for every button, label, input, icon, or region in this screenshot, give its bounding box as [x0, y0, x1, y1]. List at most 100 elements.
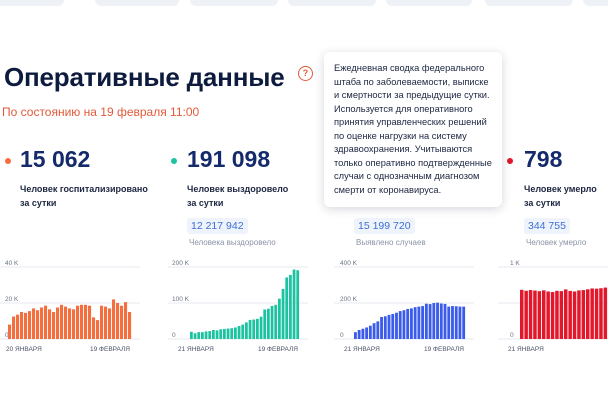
chart-bar[interactable] — [406, 308, 410, 339]
chart-bar[interactable] — [599, 288, 603, 339]
chart-bar[interactable] — [12, 316, 16, 340]
chart-bar[interactable] — [436, 302, 439, 339]
chart-bar[interactable] — [365, 327, 369, 339]
chart-bar[interactable] — [542, 290, 546, 339]
chart-bar[interactable] — [289, 274, 292, 339]
chart-bar[interactable] — [80, 304, 84, 339]
chart-bar[interactable] — [92, 317, 96, 339]
chart-bar[interactable] — [524, 290, 528, 339]
chart-bar[interactable] — [568, 290, 572, 339]
chart-bar[interactable] — [278, 298, 281, 339]
chart-bar[interactable] — [533, 290, 537, 339]
chart-bar[interactable] — [603, 287, 608, 339]
chart-bar[interactable] — [219, 329, 223, 339]
chart-bar[interactable] — [361, 328, 365, 339]
chart-bar[interactable] — [128, 312, 132, 339]
chart-bar[interactable] — [380, 317, 383, 339]
chart-bar[interactable] — [590, 288, 594, 339]
chart-bar[interactable] — [245, 322, 248, 339]
chart-bar[interactable] — [439, 303, 443, 339]
chart-bar[interactable] — [40, 307, 44, 340]
chart-bar[interactable] — [241, 324, 245, 339]
chart-bar[interactable] — [28, 311, 32, 339]
chart-bar[interactable] — [226, 328, 230, 339]
nav-tab[interactable] — [190, 0, 278, 6]
chart-bar[interactable] — [56, 307, 60, 340]
chart-bar[interactable] — [564, 289, 568, 339]
chart-bar[interactable] — [274, 304, 278, 339]
chart-bar[interactable] — [281, 288, 285, 339]
chart-bar[interactable] — [259, 316, 263, 339]
chart-bar[interactable] — [8, 324, 12, 339]
chart-bar[interactable] — [256, 318, 259, 339]
chart-bar[interactable] — [223, 328, 226, 339]
chart-bar[interactable] — [263, 309, 267, 339]
nav-tab[interactable] — [0, 0, 64, 6]
chart-bar[interactable] — [270, 305, 274, 339]
chart-bar[interactable] — [383, 316, 387, 339]
chart-bar[interactable] — [120, 305, 124, 339]
chart-bar[interactable] — [116, 303, 120, 339]
nav-tab[interactable] — [386, 0, 472, 6]
chart-bar[interactable] — [32, 308, 36, 339]
chart-bar[interactable] — [447, 306, 451, 339]
chart-bar[interactable] — [36, 310, 40, 339]
nav-tab[interactable] — [288, 0, 376, 6]
chart-bar[interactable] — [234, 327, 237, 339]
chart-bar[interactable] — [204, 331, 208, 339]
chart-bar[interactable] — [376, 321, 380, 339]
chart-bar[interactable] — [76, 305, 80, 339]
chart-bar[interactable] — [387, 314, 391, 339]
chart-bar[interactable] — [572, 291, 577, 339]
chart-bar[interactable] — [368, 325, 372, 339]
chart-bar[interactable] — [417, 306, 421, 339]
chart-bar[interactable] — [520, 289, 524, 339]
chart-bar[interactable] — [215, 330, 219, 339]
chart-bar[interactable] — [16, 314, 20, 339]
chart-bar[interactable] — [594, 288, 599, 339]
chart-bar[interactable] — [72, 309, 76, 339]
chart-bar[interactable] — [124, 302, 128, 339]
chart-bar[interactable] — [395, 312, 398, 339]
chart-bar[interactable] — [451, 306, 454, 339]
chart-bar[interactable] — [52, 312, 56, 339]
nav-tab[interactable] — [485, 0, 573, 6]
chart-bar[interactable] — [555, 290, 559, 339]
chart-bar[interactable] — [413, 307, 417, 339]
chart-bar[interactable] — [248, 319, 252, 339]
chart-bar[interactable] — [432, 303, 436, 339]
chart-bar[interactable] — [68, 308, 72, 339]
chart-bar[interactable] — [252, 319, 256, 339]
chart-bar[interactable] — [104, 306, 108, 339]
chart-bar[interactable] — [267, 308, 270, 339]
chart-bar[interactable] — [84, 304, 88, 339]
chart-bar[interactable] — [424, 303, 428, 339]
chart-bar[interactable] — [112, 299, 116, 339]
chart-bar[interactable] — [190, 331, 193, 339]
help-icon[interactable]: ? — [298, 66, 313, 81]
nav-tab[interactable] — [583, 0, 608, 6]
chart-bar[interactable] — [528, 290, 533, 339]
chart-bar[interactable] — [237, 326, 241, 339]
chart-bar[interactable] — [559, 291, 564, 339]
chart-bar[interactable] — [100, 305, 104, 339]
chart-bar[interactable] — [443, 303, 447, 339]
chart-bar[interactable] — [296, 270, 300, 339]
chart-bar[interactable] — [421, 306, 425, 339]
chart-bar[interactable] — [402, 310, 406, 339]
chart-bar[interactable] — [586, 289, 590, 339]
chart-bar[interactable] — [428, 304, 432, 339]
chart-bar[interactable] — [44, 305, 48, 339]
chart-bar[interactable] — [96, 320, 100, 339]
nav-tab[interactable] — [95, 0, 179, 6]
chart-bar[interactable] — [454, 306, 458, 339]
chart-bar[interactable] — [208, 331, 212, 339]
chart-bar[interactable] — [285, 277, 289, 339]
chart-bar[interactable] — [546, 291, 550, 339]
chart-bar[interactable] — [354, 332, 357, 339]
chart-bar[interactable] — [357, 330, 361, 339]
chart-bar[interactable] — [64, 306, 68, 339]
chart-bar[interactable] — [581, 290, 586, 339]
chart-bar[interactable] — [20, 312, 24, 339]
chart-bar[interactable] — [201, 332, 204, 339]
